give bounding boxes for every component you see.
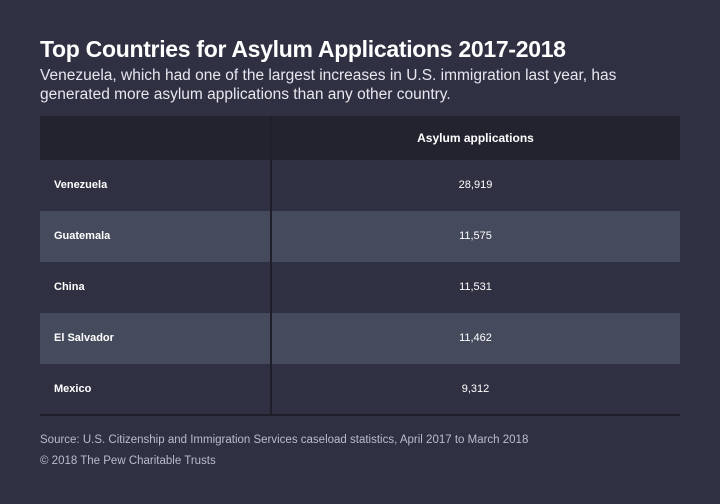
table-row: Mexico 9,312: [40, 364, 680, 415]
chart-title: Top Countries for Asylum Applications 20…: [40, 36, 566, 62]
country-cell: China: [54, 281, 85, 293]
country-cell: Guatemala: [54, 230, 111, 242]
applications-cell: 11,575: [459, 230, 492, 242]
country-cell: Mexico: [54, 383, 92, 395]
table-row: Guatemala 11,575: [40, 211, 680, 262]
applications-cell: 28,919: [458, 179, 493, 191]
column-header-applications: Asylum applications: [417, 131, 534, 145]
chart-subtitle: Venezuela, which had one of the largest …: [40, 67, 617, 103]
copyright-note: © 2018 The Pew Charitable Trusts: [40, 455, 216, 467]
country-cell: Venezuela: [54, 179, 108, 191]
source-note: Source: U.S. Citizenship and Immigration…: [40, 434, 529, 446]
country-cell: El Salvador: [54, 332, 114, 344]
applications-cell: 11,531: [459, 281, 492, 293]
table-bottom-rule: [40, 414, 680, 416]
column-divider: [270, 116, 272, 416]
table-row: China 11,531: [40, 262, 680, 313]
table-row: El Salvador 11,462: [40, 313, 680, 364]
table-header-row: Asylum applications: [40, 116, 680, 160]
table-row: Venezuela 28,919: [40, 160, 680, 211]
applications-cell: 9,312: [461, 383, 490, 395]
applications-table: Asylum applications Venezuela 28,919 Guate…: [40, 116, 680, 416]
applications-cell: 11,462: [459, 332, 492, 344]
